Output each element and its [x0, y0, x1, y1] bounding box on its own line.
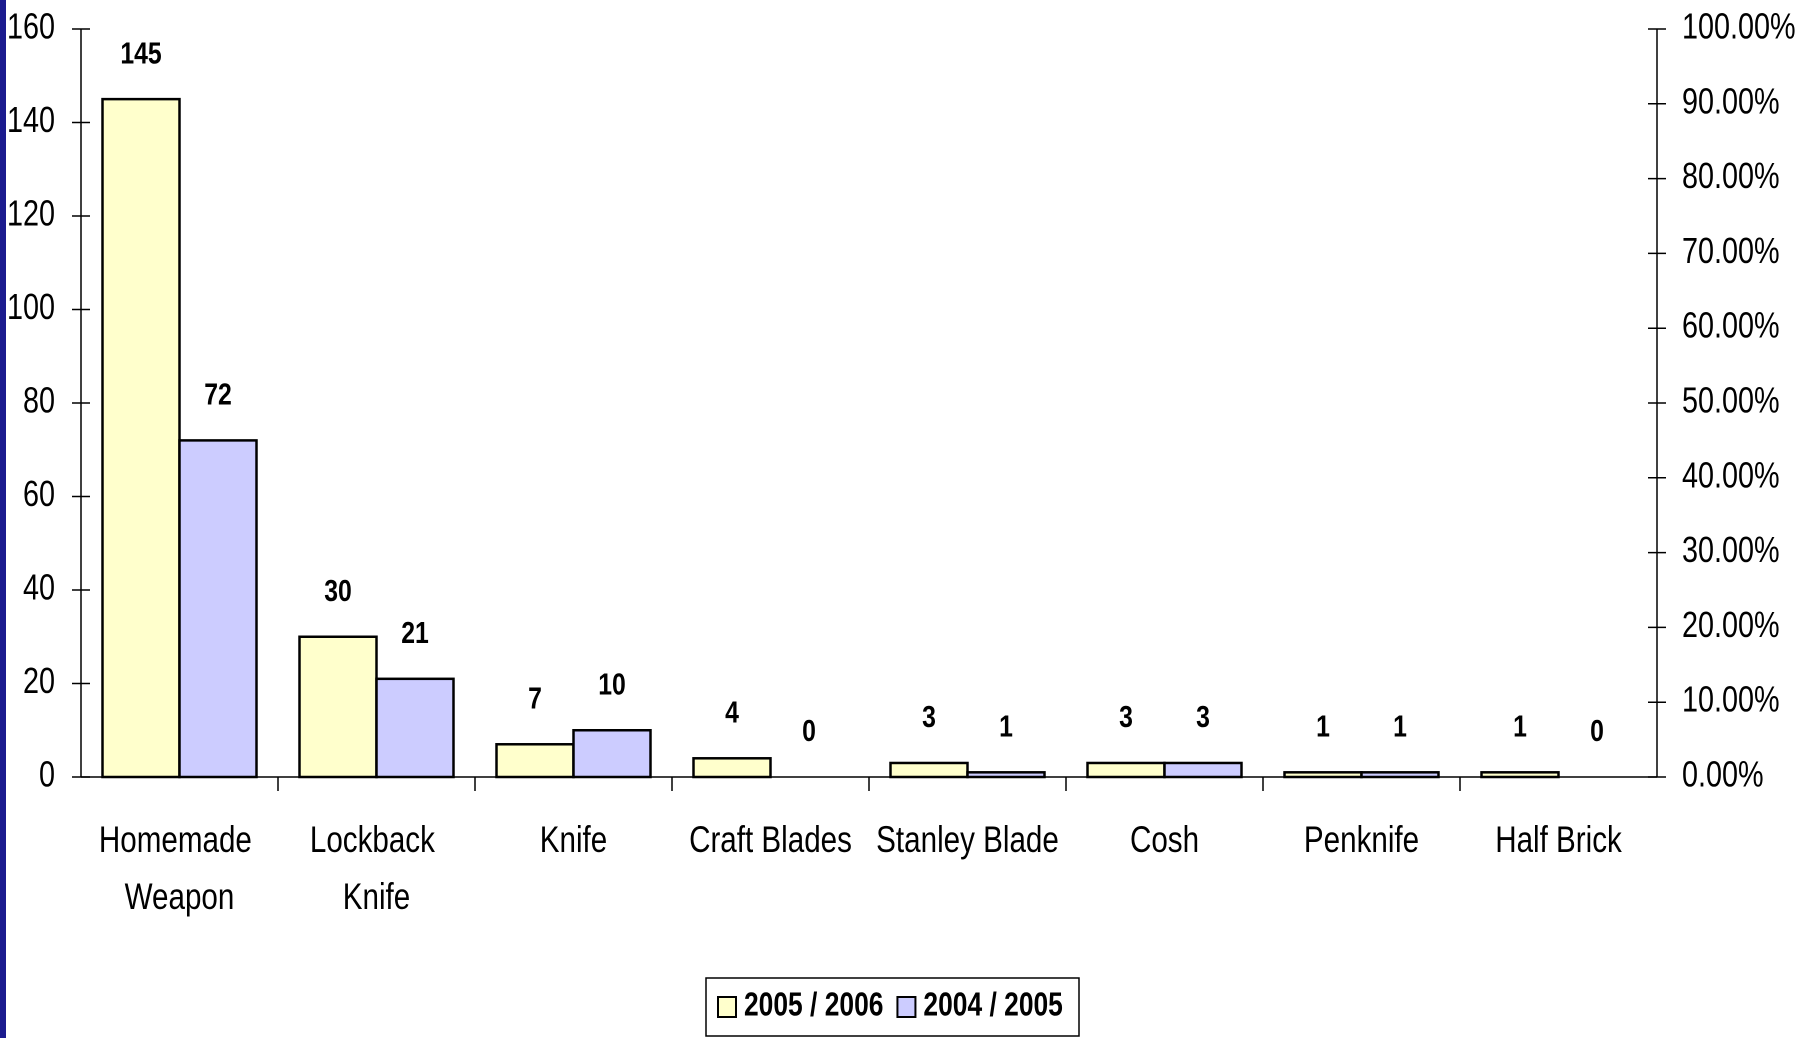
bar [1360, 771, 1440, 779]
x-tick-label: Knife [540, 820, 607, 861]
bar [889, 761, 969, 779]
x-tick-label: Half Brick [1495, 820, 1622, 861]
data-label: 3 [1196, 700, 1210, 734]
y-tick-label: 160 [7, 5, 55, 46]
data-label: 30 [324, 573, 352, 607]
y2-tick-label: 40.00% [1682, 454, 1780, 495]
bar [572, 729, 652, 779]
bar [495, 743, 575, 779]
bar [178, 439, 258, 779]
y-tick-label: 100 [7, 286, 55, 327]
data-label: 145 [120, 36, 161, 70]
data-label: 0 [802, 714, 816, 748]
y-tick-label: 0 [39, 753, 55, 794]
x-tick-label: Stanley Blade [876, 820, 1059, 861]
bar [1480, 771, 1560, 779]
legend-swatch [896, 996, 917, 1018]
data-label: 4 [725, 695, 739, 729]
y2-tick-label: 70.00% [1682, 230, 1780, 271]
y2-tick-label: 50.00% [1682, 379, 1780, 420]
legend-label: 2004 / 2005 [923, 987, 1062, 1023]
y-tick-label: 80 [23, 379, 55, 420]
frame-edge [0, 0, 6, 1038]
data-label: 3 [922, 700, 936, 734]
bar [1283, 771, 1363, 779]
x-tick-line: Homemade [99, 820, 260, 861]
bar [1086, 761, 1166, 779]
x-tick-line: Weapon [125, 877, 235, 918]
data-label: 7 [528, 681, 542, 715]
legend-label: 2005 / 2006 [744, 987, 883, 1023]
y2-tick-label: 10.00% [1682, 679, 1780, 720]
y2-tick-label: 100.00% [1682, 5, 1795, 46]
x-tick-label: Penknife [1304, 820, 1419, 861]
y2-tick-label: 0.00% [1682, 753, 1764, 794]
data-label: 1 [999, 709, 1013, 743]
x-tick-label: Craft Blades [689, 820, 852, 861]
y-tick-label: 140 [7, 99, 55, 140]
x-tick-line: Knife [343, 877, 410, 918]
x-tick-label: Lockback Knife [310, 820, 443, 918]
y2-tick-label: 30.00% [1682, 529, 1780, 570]
data-label: 72 [204, 377, 232, 411]
bar [101, 97, 181, 779]
bar [966, 771, 1046, 779]
data-label: 0 [1590, 714, 1604, 748]
data-label: 21 [401, 615, 429, 649]
y2-tick-label: 60.00% [1682, 305, 1780, 346]
bar [298, 635, 378, 779]
data-label: 1 [1316, 709, 1330, 743]
y-tick-label: 60 [23, 473, 55, 514]
data-label: 1 [1393, 709, 1407, 743]
y2-tick-label: 20.00% [1682, 604, 1780, 645]
bar [375, 677, 455, 779]
y-tick-label: 40 [23, 566, 55, 607]
y2-tick-label: 90.00% [1682, 80, 1780, 121]
x-tick-label: Homemade Weapon [99, 820, 260, 918]
y-tick-label: 120 [7, 192, 55, 233]
x-tick-label: Cosh [1130, 820, 1199, 861]
bar [692, 757, 772, 779]
data-label: 3 [1119, 700, 1133, 734]
y2-tick-label: 80.00% [1682, 155, 1780, 196]
y-tick-label: 20 [23, 660, 55, 701]
data-label: 1 [1513, 709, 1527, 743]
bar [1163, 761, 1243, 779]
legend-box [705, 977, 1080, 1037]
data-label: 10 [598, 667, 626, 701]
legend-swatch [717, 996, 737, 1018]
x-tick-line: Lockback [310, 820, 443, 861]
